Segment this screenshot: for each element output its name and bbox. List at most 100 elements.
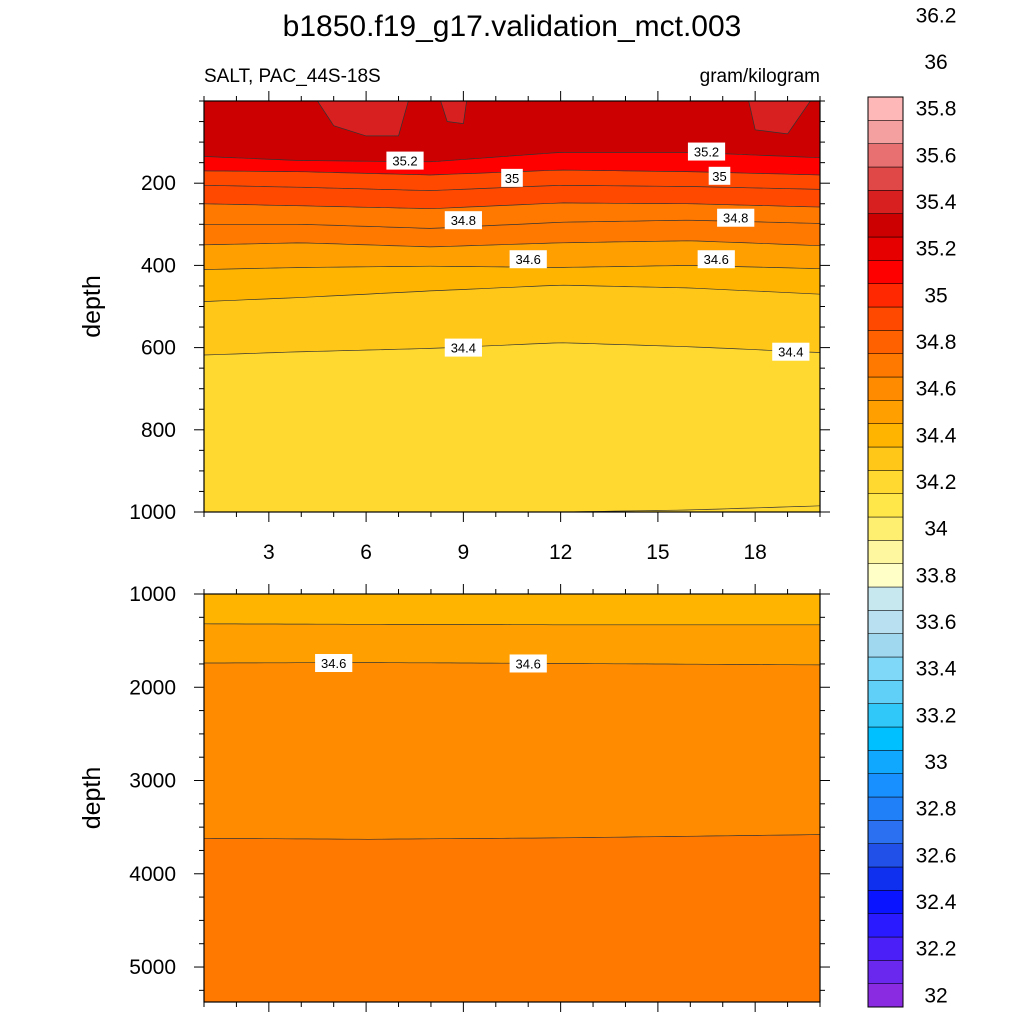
colorbar-swatch <box>867 213 904 238</box>
colorbar-swatch <box>867 120 904 144</box>
contour-line <box>748 101 811 135</box>
colorbar-swatch <box>867 143 904 168</box>
contour-label: 35.2 <box>392 154 417 169</box>
colorbar-label: 34.6 <box>916 378 957 401</box>
colorbar-label: 32.2 <box>916 938 957 961</box>
contour-label: 35 <box>712 169 726 184</box>
contour-label: 34.4 <box>778 345 803 360</box>
colorbar-label: 35.8 <box>916 98 957 121</box>
contour-band <box>204 594 820 625</box>
colorbar-swatch <box>867 353 904 378</box>
contour-line <box>204 342 820 356</box>
contour-labels: 34.6 34.6 <box>315 654 547 673</box>
x-tick-label: 6 <box>360 541 372 564</box>
contour-fills <box>204 594 820 1002</box>
x-axis: 3 6 9 12 15 18 <box>203 91 821 564</box>
colorbar-label: 32.4 <box>916 891 957 914</box>
colorbar-swatch <box>867 423 904 448</box>
contour-label: 34.4 <box>451 341 476 356</box>
contour-label-bg <box>444 211 482 230</box>
contour-label-bg <box>501 168 523 187</box>
chart-title: b1850.f19_g17.validation_mct.003 <box>283 10 742 43</box>
colorbar-label: 34.4 <box>916 424 957 447</box>
contour-label-bg <box>444 338 482 357</box>
x-axis <box>203 584 821 1012</box>
colorbar-label: 34.8 <box>916 331 957 354</box>
colorbar-swatch <box>867 726 904 751</box>
plot-frame <box>203 593 821 1003</box>
colorbar-swatch <box>867 843 904 868</box>
contour-label: 34.6 <box>321 656 346 671</box>
contour-line <box>204 284 820 302</box>
colorbar-swatch <box>867 586 904 611</box>
contour-label-bg <box>509 654 547 673</box>
contour-label-bg <box>509 250 547 269</box>
contour-line <box>204 202 820 210</box>
colorbar-swatch <box>867 166 904 191</box>
x-tick-label: 9 <box>458 541 470 564</box>
x-tick-label: 12 <box>549 541 572 564</box>
contour-band <box>204 265 820 302</box>
colorbar-swatch <box>867 283 904 308</box>
colorbar-swatch <box>867 913 904 938</box>
contour-line <box>440 101 467 124</box>
contour-patch <box>748 101 811 134</box>
x-tick-label: 15 <box>646 541 669 564</box>
contour-line <box>563 505 820 512</box>
colorbar-label: 35.4 <box>916 191 957 214</box>
colorbar-swatch <box>867 470 904 494</box>
contour-label: 34.6 <box>516 656 541 671</box>
contour-label: 34.8 <box>723 211 748 226</box>
colorbar-swatch <box>867 983 904 1008</box>
colorbar-label: 33.8 <box>916 564 957 587</box>
colorbar-label: 35.2 <box>916 238 957 261</box>
contour-line <box>204 184 820 191</box>
contour-fills <box>204 101 820 512</box>
colorbar-label: 34.2 <box>916 471 957 494</box>
contour-line <box>204 240 820 248</box>
y-tick-label: 4000 <box>129 863 176 886</box>
colorbar-swatch <box>867 750 904 774</box>
contour-label: 34.6 <box>704 252 729 267</box>
colorbar-frame <box>867 96 904 1008</box>
contour-label: 34.8 <box>451 213 476 228</box>
colorbar-label: 36.2 <box>916 4 957 27</box>
contour-band <box>204 662 820 840</box>
colorbar-swatch <box>867 330 904 354</box>
contour-band <box>204 220 820 247</box>
colorbar-label: 33 <box>924 751 947 774</box>
contour-line <box>204 623 820 626</box>
y-tick-label: 800 <box>141 419 176 442</box>
colorbar-swatch <box>867 96 904 121</box>
colorbar-label: 32.6 <box>916 844 957 867</box>
contour-label-bg <box>386 151 424 170</box>
contour-label: 35 <box>505 171 519 186</box>
colorbar-swatch <box>867 773 904 798</box>
contour-band <box>204 285 820 355</box>
colorbar-swatch <box>867 400 904 424</box>
contour-label-bg <box>315 654 353 673</box>
y-tick-label: 400 <box>141 254 176 277</box>
colorbar-swatch <box>867 633 904 658</box>
colorbar-swatch <box>867 610 904 634</box>
colorbar-swatch <box>867 796 904 821</box>
contour-band <box>204 185 820 209</box>
colorbar-swatch <box>867 656 904 681</box>
colorbar-swatch <box>867 260 904 284</box>
contour-band <box>204 152 820 175</box>
colorbar-swatch <box>867 703 904 728</box>
y-tick-label: 5000 <box>129 956 176 979</box>
colorbar-swatch <box>867 563 904 588</box>
colorbar-swatch <box>867 446 904 471</box>
y-axis-title: depth <box>78 767 106 830</box>
colorbar-swatch <box>867 890 904 914</box>
y-axis: 1000 2000 3000 4000 5000 <box>129 583 830 991</box>
contour-patch <box>317 101 409 136</box>
colorbar-swatch <box>867 820 904 844</box>
contour-label: 35.2 <box>694 145 719 160</box>
contour-label: 34.6 <box>516 252 541 267</box>
x-tick-label: 3 <box>263 541 275 564</box>
colorbar-swatch <box>867 936 904 961</box>
